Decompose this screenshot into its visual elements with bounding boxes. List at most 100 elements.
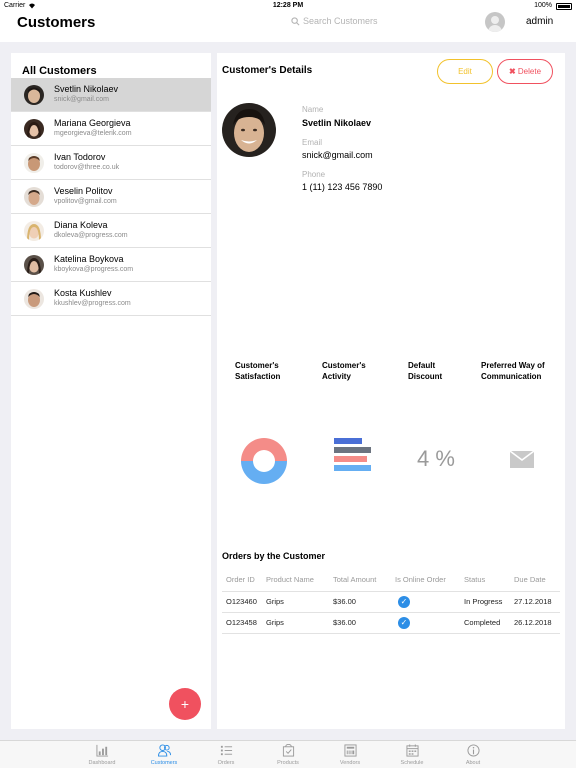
customer-list: Svetlin Nikolaev snick@gmail.com Mariana…	[11, 78, 211, 316]
customer-name: Svetlin Nikolaev	[54, 84, 119, 94]
customer-avatar	[24, 221, 44, 241]
col-product-name[interactable]: Product Name	[266, 569, 333, 592]
product-name: Grips	[266, 591, 333, 613]
tab-label: Products	[277, 760, 299, 766]
table-row[interactable]: O123460 Grips $36.00 ✓ In Progress 27.12…	[222, 591, 560, 613]
online-check-icon: ✓	[398, 595, 410, 608]
app-header: Customers Search Customers admin	[0, 12, 576, 42]
tab-label: Vendors	[339, 760, 361, 766]
communication-title: Preferred Way of Communication	[481, 361, 545, 381]
orders-icon	[220, 745, 233, 756]
tab-label: Schedule	[400, 760, 424, 766]
tab-label: Orders	[217, 760, 235, 766]
due-date: 26.12.2018	[514, 612, 560, 634]
details-title: Customer's Details	[222, 65, 313, 76]
activity-bar-chart	[334, 438, 371, 471]
customers-panel-title: All Customers	[22, 65, 97, 77]
customer-photo	[222, 103, 276, 157]
battery-percent: 100%	[534, 2, 552, 9]
order-status: In Progress	[464, 591, 514, 613]
user-avatar[interactable]	[485, 12, 505, 32]
tab-bar: Dashboard Customers Orders Products Vend…	[0, 740, 576, 768]
orders-header-row: Order ID Product Name Total Amount Is On…	[222, 569, 560, 592]
col-due-date[interactable]: Due Date	[514, 569, 560, 592]
online-check-icon: ✓	[398, 616, 410, 629]
customer-list-item[interactable]: Katelina Boykova kboykova@progress.com	[11, 248, 211, 282]
customer-list-item[interactable]: Diana Koleva dkoleva@progress.com	[11, 214, 211, 248]
customers-icon	[158, 744, 171, 757]
customer-email: snick@gmail.com	[54, 96, 109, 103]
customer-email: kboykova@progress.com	[54, 266, 134, 273]
tab-about[interactable]: About	[448, 741, 498, 768]
satisfaction-donut-chart	[241, 438, 287, 484]
customer-email: vpolitov@gmail.com	[54, 198, 117, 205]
name-value: Svetlin Nikolaev	[302, 118, 372, 128]
customer-list-item[interactable]: Kosta Kushlev kkushlev@progress.com	[11, 282, 211, 316]
customer-avatar	[24, 187, 44, 207]
customer-list-item[interactable]: Ivan Todorov todorov@three.co.uk	[11, 146, 211, 180]
phone-label: Phone	[302, 170, 326, 179]
col-status[interactable]: Status	[464, 569, 514, 592]
customer-email: mgeorgieva@telerik.com	[54, 130, 132, 137]
wifi-icon	[28, 2, 36, 11]
search-input[interactable]: Search Customers	[291, 16, 378, 26]
tab-customers[interactable]: Customers	[139, 741, 189, 768]
dashboard-icon	[96, 744, 109, 757]
customer-avatar	[24, 153, 44, 173]
schedule-icon	[406, 744, 419, 757]
tab-label: Dashboard	[88, 760, 116, 766]
customer-email: dkoleva@progress.com	[54, 232, 128, 239]
customer-email: kkushlev@progress.com	[54, 300, 131, 307]
activity-title: Customer's Activity	[322, 361, 366, 381]
customer-avatar	[24, 85, 44, 105]
satisfaction-title: Customer's Satisfaction	[235, 361, 281, 381]
mail-icon	[510, 451, 534, 468]
status-time: 12:28 PM	[272, 2, 304, 9]
search-icon	[291, 16, 300, 25]
search-placeholder: Search Customers	[303, 16, 378, 26]
total-amount: $36.00	[333, 612, 395, 634]
customer-name: Diana Koleva	[54, 220, 108, 230]
order-id: O123460	[222, 591, 266, 613]
user-name[interactable]: admin	[526, 16, 554, 27]
customer-avatar	[24, 255, 44, 275]
customer-list-item[interactable]: Svetlin Nikolaev snick@gmail.com	[11, 78, 211, 112]
tab-orders[interactable]: Orders	[201, 741, 251, 768]
carrier-label: Carrier	[4, 2, 26, 9]
col-online-order[interactable]: Is Online Order	[395, 569, 464, 592]
orders-table: Order ID Product Name Total Amount Is On…	[222, 569, 560, 634]
col-total-amount[interactable]: Total Amount	[333, 569, 395, 592]
tab-products[interactable]: Products	[263, 741, 313, 768]
customer-name: Ivan Todorov	[54, 152, 106, 162]
due-date: 27.12.2018	[514, 591, 560, 613]
about-icon	[467, 744, 480, 757]
orders-title: Orders by the Customer	[222, 551, 326, 561]
customer-list-item[interactable]: Mariana Georgieva mgeorgieva@telerik.com	[11, 112, 211, 146]
edit-button[interactable]: Edit	[437, 59, 493, 84]
customers-panel: All Customers Svetlin Nikolaev snick@gma…	[11, 53, 211, 729]
email-label: Email	[302, 138, 323, 147]
delete-button[interactable]: ✖ Delete	[497, 59, 553, 84]
customer-list-item[interactable]: Veselin Politov vpolitov@gmail.com	[11, 180, 211, 214]
phone-value: 1 (11) 123 456 7890	[302, 182, 383, 192]
product-name: Grips	[266, 612, 333, 634]
battery-icon	[556, 3, 572, 10]
order-status: Completed	[464, 612, 514, 634]
customer-name: Mariana Georgieva	[54, 118, 131, 128]
delete-label: Delete	[517, 67, 542, 76]
tab-dashboard[interactable]: Dashboard	[77, 741, 127, 768]
name-label: Name	[302, 105, 324, 114]
order-id: O123458	[222, 612, 266, 634]
customer-name: Kosta Kushlev	[54, 288, 112, 298]
table-row[interactable]: O123458 Grips $36.00 ✓ Completed 26.12.2…	[222, 612, 560, 634]
tab-vendors[interactable]: Vendors	[325, 741, 375, 768]
discount-title: Default Discount	[408, 361, 443, 381]
email-value: snick@gmail.com	[302, 150, 373, 160]
discount-value: 4 %	[417, 446, 455, 471]
page-title: Customers	[17, 14, 96, 31]
col-order-id[interactable]: Order ID	[222, 569, 266, 592]
add-customer-button[interactable]: +	[169, 688, 201, 720]
tab-schedule[interactable]: Schedule	[387, 741, 437, 768]
customer-avatar	[24, 289, 44, 309]
customer-name: Katelina Boykova	[54, 254, 124, 264]
